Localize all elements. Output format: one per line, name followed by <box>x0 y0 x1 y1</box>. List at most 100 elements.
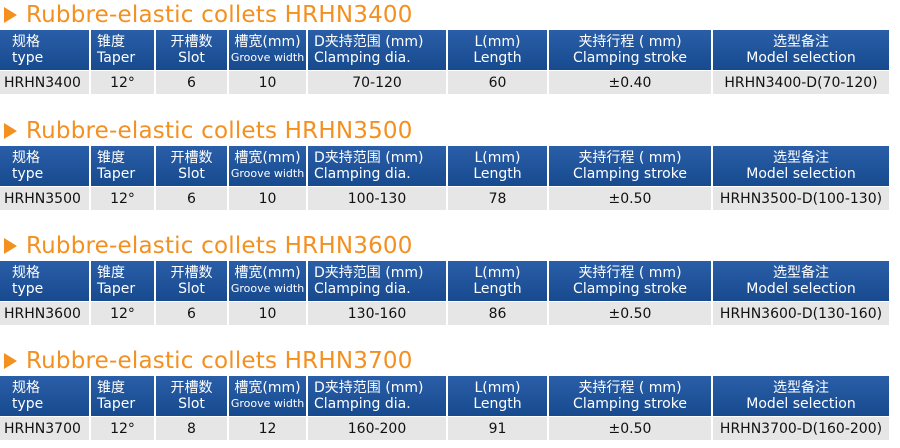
column-header: 夹持行程 ( mm) Clamping stroke <box>548 146 713 187</box>
section-title: Rubbre-elastic collets HRHN3600 <box>0 231 900 261</box>
header-cn: 夹持行程 ( mm) <box>578 380 682 396</box>
header-cn: 开槽数 <box>170 265 213 281</box>
header-en: Groove width <box>230 397 305 410</box>
header-cn: D夹持范围 (mm) <box>314 380 424 396</box>
header-en: type <box>12 281 44 297</box>
column-header: 槽宽(mm) Groove width <box>228 146 308 187</box>
table-row: HRHN3500 12° 6 10 100-130 78 ±0.50 HRHN3500-D(1… <box>0 186 891 210</box>
header-cn: L(mm) <box>474 34 521 50</box>
section-title-text: Rubbre-elastic collets HRHN3400 <box>26 2 413 28</box>
column-header: 槽宽(mm) Groove width <box>228 376 308 417</box>
header-row: 规格 type 锥度 Taper 开槽数 Slot 槽宽(mm) Groove width D夹… <box>0 30 891 71</box>
header-cn: 选型备注 <box>773 380 829 396</box>
column-header: D夹持范围 (mm) Clamping dia. <box>307 30 448 71</box>
collet-section: Rubbre-elastic collets HRHN3400 规格 type 锥度 T… <box>0 0 900 94</box>
collet-section: Rubbre-elastic collets HRHN3600 规格 type 锥度 T… <box>0 231 900 325</box>
collet-section: Rubbre-elastic collets HRHN3700 规格 type 锥度 T… <box>0 346 900 440</box>
header-cn: 开槽数 <box>170 150 213 166</box>
table-cell: 10 <box>228 70 308 94</box>
column-header: D夹持范围 (mm) Clamping dia. <box>307 146 448 187</box>
column-header: L(mm) Length <box>447 261 549 302</box>
header-en: Slot <box>178 166 205 182</box>
table-cell: 12° <box>90 186 156 210</box>
table-cell: 130-160 <box>307 301 448 325</box>
table-cell: 86 <box>447 301 549 325</box>
table-row: HRHN3600 12° 6 10 130-160 86 ±0.50 HRHN3600-D(1… <box>0 301 891 325</box>
table-cell: HRHN3500 <box>0 186 91 210</box>
column-header: 选型备注 Model selection <box>712 146 891 187</box>
header-en: Clamping dia. <box>314 50 411 66</box>
header-cn: 槽宽(mm) <box>234 265 301 281</box>
header-en: Clamping stroke <box>573 396 687 412</box>
column-header: 锥度 Taper <box>90 261 156 302</box>
column-header: 规格 type <box>0 376 91 417</box>
column-header: L(mm) Length <box>447 146 549 187</box>
section-title-text: Rubbre-elastic collets HRHN3500 <box>26 118 413 144</box>
table-cell: 60 <box>447 70 549 94</box>
table-cell: 6 <box>155 70 229 94</box>
section-title-text: Rubbre-elastic collets HRHN3700 <box>26 348 413 374</box>
table-cell: ±0.40 <box>548 70 713 94</box>
table-cell: 8 <box>155 416 229 440</box>
header-row: 规格 type 锥度 Taper 开槽数 Slot 槽宽(mm) Groove width D夹… <box>0 146 891 187</box>
table-cell: 160-200 <box>307 416 448 440</box>
play-triangle-icon <box>4 123 17 139</box>
table-cell: HRHN3700 <box>0 416 91 440</box>
header-row: 规格 type 锥度 Taper 开槽数 Slot 槽宽(mm) Groove width D夹… <box>0 376 891 417</box>
section-title-text: Rubbre-elastic collets HRHN3600 <box>26 233 413 259</box>
header-en: Length <box>473 281 522 297</box>
table-cell: 78 <box>447 186 549 210</box>
header-en: Clamping dia. <box>314 396 411 412</box>
header-en: Model selection <box>746 396 856 412</box>
spec-table: 规格 type 锥度 Taper 开槽数 Slot 槽宽(mm) Groove width D夹… <box>0 146 891 210</box>
table-cell: HRHN3600 <box>0 301 91 325</box>
column-header: D夹持范围 (mm) Clamping dia. <box>307 261 448 302</box>
header-cn: 锥度 <box>97 380 125 396</box>
table-cell: HRHN3400 <box>0 70 91 94</box>
spec-table: 规格 type 锥度 Taper 开槽数 Slot 槽宽(mm) Groove width D夹… <box>0 376 891 440</box>
column-header: 开槽数 Slot <box>155 376 229 417</box>
header-cn: 规格 <box>12 150 40 166</box>
table-cell: HRHN3600-D(130-160) <box>712 301 891 325</box>
header-en: type <box>12 166 44 182</box>
table-cell: ±0.50 <box>548 416 713 440</box>
header-en: Model selection <box>746 166 856 182</box>
section-title: Rubbre-elastic collets HRHN3400 <box>0 0 900 30</box>
header-cn: 规格 <box>12 265 40 281</box>
header-cn: D夹持范围 (mm) <box>314 150 424 166</box>
table-cell: 12° <box>90 70 156 94</box>
header-cn: 选型备注 <box>773 265 829 281</box>
table-row: HRHN3700 12° 8 12 160-200 91 ±0.50 HRHN3700-D(1… <box>0 416 891 440</box>
header-cn: 规格 <box>12 380 40 396</box>
table-cell: HRHN3400-D(70-120) <box>712 70 891 94</box>
header-en: Groove width <box>230 282 305 295</box>
header-en: Taper <box>97 50 136 66</box>
play-triangle-icon <box>4 353 17 369</box>
column-header: 选型备注 Model selection <box>712 261 891 302</box>
section-title: Rubbre-elastic collets HRHN3700 <box>0 346 900 376</box>
column-header: 开槽数 Slot <box>155 30 229 71</box>
column-header: 槽宽(mm) Groove width <box>228 30 308 71</box>
table-cell: 12° <box>90 301 156 325</box>
column-header: 夹持行程 ( mm) Clamping stroke <box>548 30 713 71</box>
header-en: Model selection <box>746 281 856 297</box>
table-cell: HRHN3500-D(100-130) <box>712 186 891 210</box>
header-cn: L(mm) <box>474 380 521 396</box>
header-cn: 夹持行程 ( mm) <box>578 150 682 166</box>
header-row: 规格 type 锥度 Taper 开槽数 Slot 槽宽(mm) Groove width D夹… <box>0 261 891 302</box>
header-cn: 锥度 <box>97 265 125 281</box>
header-cn: 开槽数 <box>170 380 213 396</box>
header-en: Taper <box>97 396 136 412</box>
table-cell: 12 <box>228 416 308 440</box>
section-title: Rubbre-elastic collets HRHN3500 <box>0 116 900 146</box>
column-header: 开槽数 Slot <box>155 261 229 302</box>
header-en: Groove width <box>230 167 305 180</box>
play-triangle-icon <box>4 7 17 23</box>
column-header: L(mm) Length <box>447 376 549 417</box>
spec-table: 规格 type 锥度 Taper 开槽数 Slot 槽宽(mm) Groove width D夹… <box>0 30 891 94</box>
header-en: Clamping stroke <box>573 166 687 182</box>
column-header: 规格 type <box>0 146 91 187</box>
header-cn: L(mm) <box>474 150 521 166</box>
table-cell: 10 <box>228 301 308 325</box>
header-en: Taper <box>97 166 136 182</box>
